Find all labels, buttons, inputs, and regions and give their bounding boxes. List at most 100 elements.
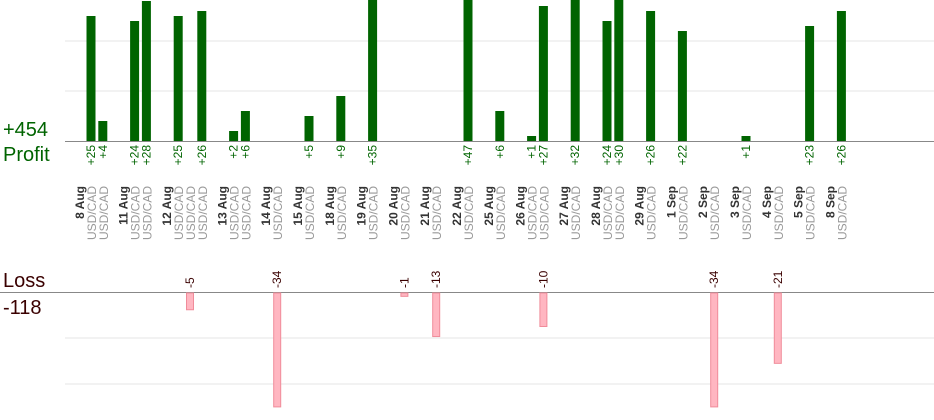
currency-pair-label: USD/CAD bbox=[129, 186, 143, 240]
currency-pair-label: USD/CAD bbox=[676, 186, 690, 240]
currency-pair-label: USD/CAD bbox=[271, 186, 285, 240]
profit-bar bbox=[197, 11, 207, 141]
currency-pair-label: USD/CAD bbox=[740, 186, 754, 240]
currency-pair-label: USD/CAD bbox=[184, 186, 198, 240]
profit-value-label: +24 bbox=[600, 145, 614, 166]
profit-total: +454 bbox=[3, 119, 49, 141]
trade-date-label: 29 Aug bbox=[633, 186, 647, 226]
profit-bar bbox=[495, 111, 505, 141]
profit-bar bbox=[304, 116, 314, 141]
currency-pair-label: USD/CAD bbox=[367, 186, 381, 240]
trade-date-label: 22 Aug bbox=[450, 186, 464, 226]
profit-bar bbox=[240, 111, 250, 141]
profit-bar bbox=[741, 136, 751, 141]
profit-value-label: +9 bbox=[334, 145, 348, 159]
trade-date-label: 1 Sep bbox=[664, 186, 678, 218]
profit-value-label: +1 bbox=[739, 145, 753, 159]
trade-date-label: 4 Sep bbox=[760, 186, 774, 218]
profit-bar bbox=[538, 6, 548, 141]
loss-bar bbox=[186, 292, 194, 311]
currency-pair-label: USD/CAD bbox=[196, 186, 210, 240]
profit-bar bbox=[130, 21, 140, 141]
trade-date-label: 8 Aug bbox=[73, 186, 87, 219]
currency-pair-label: USD/CAD bbox=[835, 186, 849, 240]
trade-date-label: 8 Sep bbox=[823, 186, 837, 218]
trade-date-label: 26 Aug bbox=[514, 186, 528, 226]
loss-bar bbox=[273, 292, 282, 408]
profit-bar bbox=[173, 16, 183, 141]
loss-value-label: -21 bbox=[771, 270, 785, 288]
loss-bar bbox=[432, 292, 441, 338]
profit-bar bbox=[86, 16, 96, 141]
trade-date-label: 27 Aug bbox=[557, 186, 571, 226]
profit-value-label: +2 bbox=[227, 145, 241, 159]
currency-pair-label: USD/CAD bbox=[228, 186, 242, 240]
profit-value-label: +27 bbox=[536, 145, 550, 166]
profit-value-label: +23 bbox=[803, 145, 817, 166]
currency-pair-label: USD/CAD bbox=[494, 186, 508, 240]
trade-date-label: 2 Sep bbox=[696, 186, 710, 218]
trade-date-label: 21 Aug bbox=[418, 186, 432, 226]
profit-bar bbox=[98, 121, 108, 141]
profit-bar bbox=[602, 21, 612, 141]
currency-pair-label: USD/CAD bbox=[239, 186, 253, 240]
currency-pair-label: USD/CAD bbox=[97, 186, 111, 240]
profit-value-label: +32 bbox=[568, 145, 582, 166]
currency-pair-label: USD/CAD bbox=[430, 186, 444, 240]
currency-pair-label: USD/CAD bbox=[804, 186, 818, 240]
profit-bar bbox=[805, 26, 815, 141]
currency-pair-label: USD/CAD bbox=[645, 186, 659, 240]
currency-pair-label: USD/CAD bbox=[601, 186, 615, 240]
currency-pair-label: USD/CAD bbox=[526, 186, 540, 240]
profit-value-label: +47 bbox=[461, 145, 475, 166]
profit-bar bbox=[368, 0, 378, 141]
trade-date-label: 15 Aug bbox=[291, 186, 305, 226]
trade-date-label: 25 Aug bbox=[482, 186, 496, 226]
profit-value-label: +26 bbox=[195, 145, 209, 166]
profit-bar bbox=[677, 31, 687, 141]
currency-pair-label: USD/CAD bbox=[613, 186, 627, 240]
profit-bar bbox=[527, 136, 537, 141]
currency-pair-label: USD/CAD bbox=[708, 186, 722, 240]
profit-label: Profit bbox=[3, 144, 50, 166]
trade-date-label: 14 Aug bbox=[259, 186, 273, 226]
profit-value-label: +5 bbox=[302, 145, 316, 159]
trade-date-label: 13 Aug bbox=[216, 186, 230, 226]
trade-date-label: 5 Sep bbox=[792, 186, 806, 218]
loss-total: -118 bbox=[3, 297, 42, 319]
currency-pair-label: USD/CAD bbox=[140, 186, 154, 240]
profit-value-label: +28 bbox=[139, 145, 153, 166]
profit-value-label: +26 bbox=[834, 145, 848, 166]
profit-value-label: +22 bbox=[675, 145, 689, 166]
profit-bar bbox=[463, 0, 473, 141]
currency-pair-label: USD/CAD bbox=[172, 186, 186, 240]
loss-bar bbox=[773, 292, 782, 364]
profit-value-label: +6 bbox=[493, 145, 507, 159]
profit-value-label: +24 bbox=[128, 145, 142, 166]
profit-bar bbox=[614, 0, 624, 141]
profit-value-label: +1 bbox=[525, 145, 539, 159]
trade-date-label: 19 Aug bbox=[355, 186, 369, 226]
currency-pair-label: USD/CAD bbox=[569, 186, 583, 240]
profit-bar bbox=[229, 131, 239, 141]
profit-value-label: +35 bbox=[366, 145, 380, 166]
profit-bar bbox=[570, 0, 580, 141]
loss-value-label: -34 bbox=[270, 270, 284, 288]
currency-pair-label: USD/CAD bbox=[462, 186, 476, 240]
trade-date-label: 3 Sep bbox=[728, 186, 742, 218]
trade-date-label: 18 Aug bbox=[323, 186, 337, 226]
profit-value-label: +25 bbox=[84, 145, 98, 166]
profit-bar bbox=[336, 96, 346, 141]
profit-bar bbox=[141, 1, 151, 141]
loss-label: Loss bbox=[3, 270, 46, 292]
trade-date-label: 12 Aug bbox=[160, 186, 174, 226]
profit-value-label: +26 bbox=[644, 145, 658, 166]
currency-pair-label: USD/CAD bbox=[303, 186, 317, 240]
loss-value-label: -10 bbox=[536, 270, 550, 288]
currency-pair-label: USD/CAD bbox=[772, 186, 786, 240]
profit-value-label: +25 bbox=[171, 145, 185, 166]
profit-value-label: +4 bbox=[96, 145, 110, 159]
loss-value-label: -1 bbox=[397, 277, 411, 288]
loss-value-label: -13 bbox=[429, 270, 443, 288]
